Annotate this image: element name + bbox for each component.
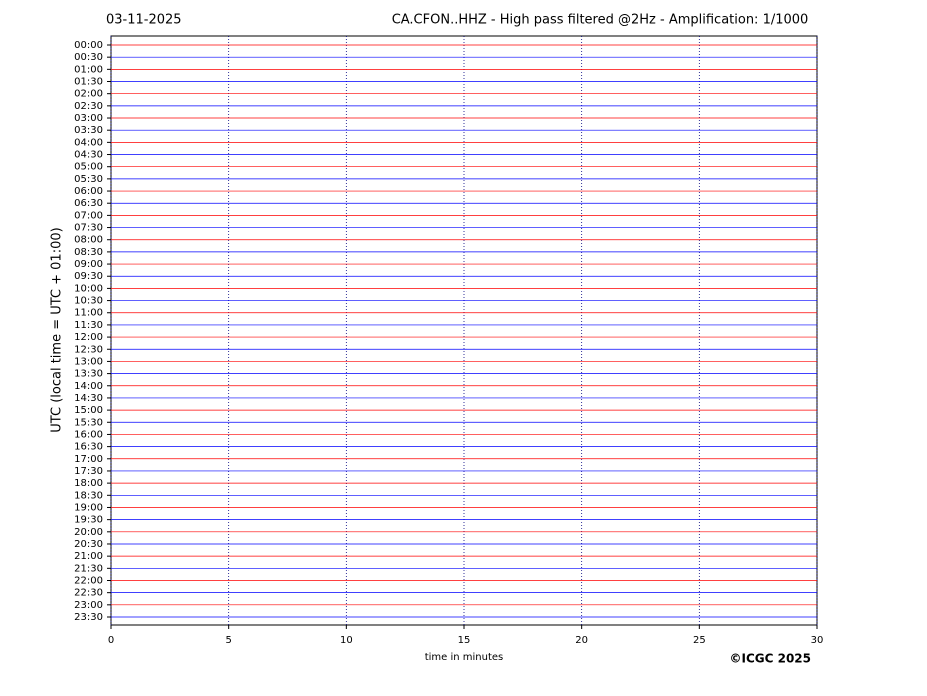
y-tick-label: 13:30 xyxy=(74,369,103,380)
y-tick-label: 12:00 xyxy=(74,332,103,343)
y-tick-label: 03:30 xyxy=(74,125,103,136)
y-tick-label: 09:30 xyxy=(74,271,103,282)
y-tick-label: 21:30 xyxy=(74,563,103,574)
y-tick-label: 22:30 xyxy=(74,588,103,599)
y-tick-label: 03:00 xyxy=(74,113,103,124)
y-tick-label: 18:30 xyxy=(74,490,103,501)
y-tick-label: 09:00 xyxy=(74,259,103,270)
y-tick-label: 17:00 xyxy=(74,454,103,465)
x-axis-label: time in minutes xyxy=(425,652,504,663)
y-tick-label: 15:30 xyxy=(74,417,103,428)
y-tick-label: 16:00 xyxy=(74,429,103,440)
y-tick-label: 04:30 xyxy=(74,150,103,161)
y-tick-label: 14:00 xyxy=(74,381,103,392)
y-tick-label: 08:30 xyxy=(74,247,103,258)
y-tick-label: 13:00 xyxy=(74,356,103,367)
y-tick-label: 10:30 xyxy=(74,296,103,307)
y-tick-label: 14:30 xyxy=(74,393,103,404)
y-tick-label: 11:30 xyxy=(74,320,103,331)
y-tick-label: 22:00 xyxy=(74,575,103,586)
y-tick-label: 19:30 xyxy=(74,515,103,526)
y-tick-label: 00:30 xyxy=(74,52,103,63)
y-tick-label: 19:00 xyxy=(74,502,103,513)
y-tick-label: 04:00 xyxy=(74,137,103,148)
y-tick-label: 20:00 xyxy=(74,527,103,538)
y-tick-label: 06:00 xyxy=(74,186,103,197)
y-tick-label: 15:00 xyxy=(74,405,103,416)
y-tick-label: 17:30 xyxy=(74,466,103,477)
y-tick-label: 05:30 xyxy=(74,174,103,185)
y-tick-label: 11:00 xyxy=(74,308,103,319)
y-tick-label: 12:30 xyxy=(74,344,103,355)
y-tick-label: 23:00 xyxy=(74,600,103,611)
y-tick-label: 07:00 xyxy=(74,210,103,221)
x-tick-label: 0 xyxy=(108,635,114,646)
y-tick-label: 20:30 xyxy=(74,539,103,550)
y-tick-label: 01:30 xyxy=(74,77,103,88)
y-tick-label: 10:00 xyxy=(74,283,103,294)
x-tick-label: 30 xyxy=(811,635,824,646)
y-tick-label: 00:00 xyxy=(74,40,103,51)
y-tick-label: 05:00 xyxy=(74,162,103,173)
y-tick-label: 06:30 xyxy=(74,198,103,209)
y-tick-label: 18:00 xyxy=(74,478,103,489)
chart-date: 03-11-2025 xyxy=(106,13,182,28)
y-tick-label: 01:00 xyxy=(74,64,103,75)
y-tick-label: 02:00 xyxy=(74,89,103,100)
y-tick-label: 16:30 xyxy=(74,442,103,453)
y-tick-label: 21:00 xyxy=(74,551,103,562)
x-tick-label: 25 xyxy=(693,635,706,646)
y-tick-label: 08:00 xyxy=(74,235,103,246)
x-tick-label: 15 xyxy=(458,635,471,646)
x-tick-label: 10 xyxy=(340,635,353,646)
y-tick-label: 02:30 xyxy=(74,101,103,112)
y-axis-label: UTC (local time = UTC + 01:00) xyxy=(50,227,65,432)
y-tick-label: 23:30 xyxy=(74,612,103,623)
chart-title: CA.CFON..HHZ - High pass filtered @2Hz -… xyxy=(392,13,809,28)
y-tick-label: 07:30 xyxy=(74,223,103,234)
x-tick-label: 20 xyxy=(575,635,588,646)
copyright: ©ICGC 2025 xyxy=(729,652,811,666)
x-tick-label: 5 xyxy=(225,635,231,646)
